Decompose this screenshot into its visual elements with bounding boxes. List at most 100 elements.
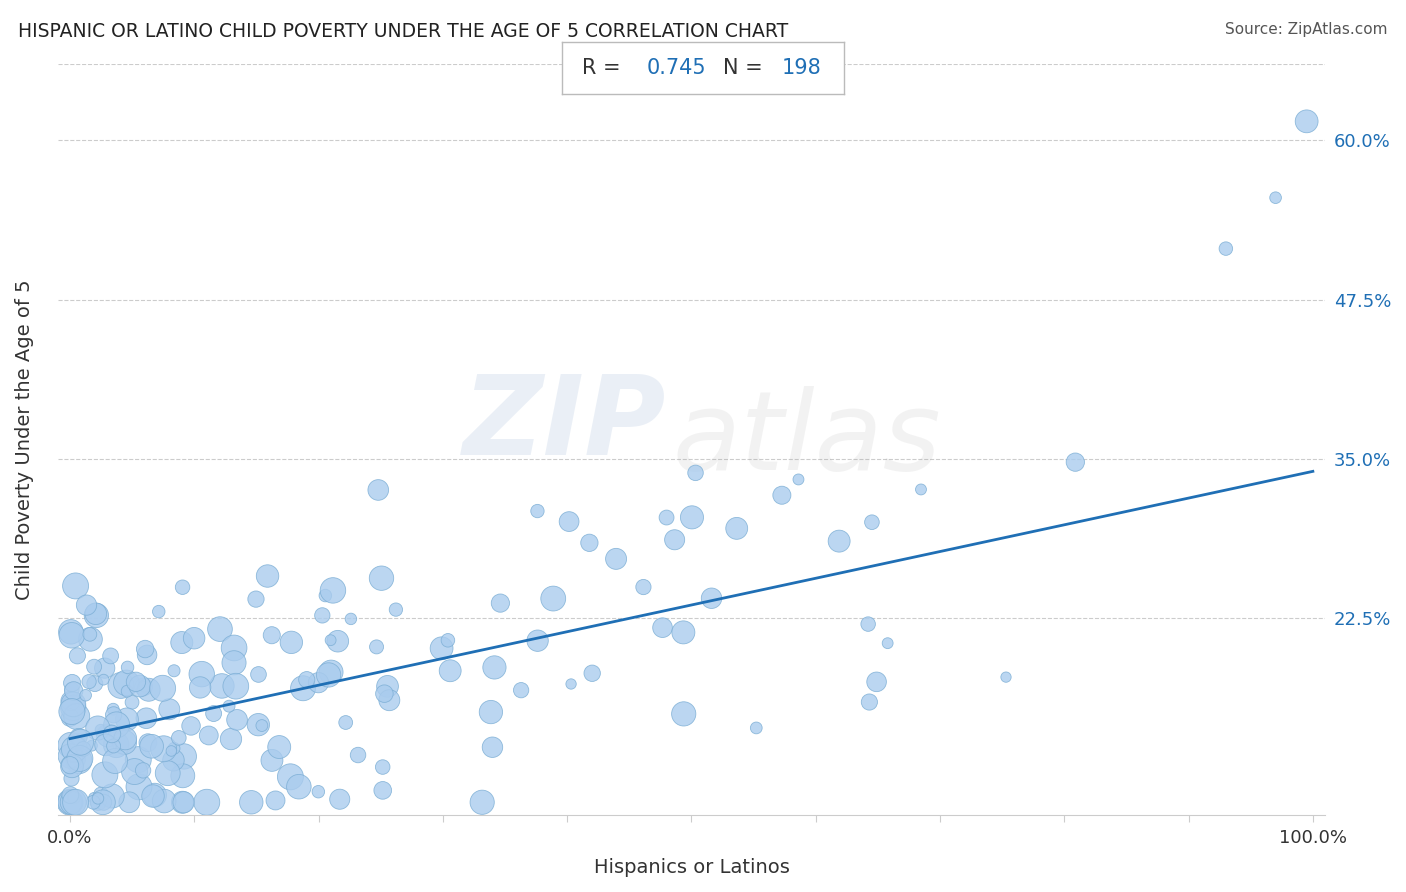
Point [247,667,270,681]
Point [526,633,548,648]
Point [134,642,156,657]
Point [222,640,245,655]
Point [84,607,107,621]
Point [269,739,291,754]
Point [66,734,89,748]
Point [59,795,82,809]
Point [219,732,242,747]
Point [172,580,194,594]
Point [132,764,155,778]
Point [60,772,83,786]
Point [256,569,278,583]
Point [208,622,231,636]
Point [117,660,139,674]
Point [115,676,138,690]
Point [655,510,678,524]
Point [127,753,149,767]
Point [314,589,336,603]
Point [118,795,141,809]
Point [93,673,115,687]
Point [245,592,267,607]
Point [65,795,87,809]
Point [681,510,703,524]
Text: R =: R = [582,58,627,78]
Point [79,632,101,647]
Point [484,660,506,674]
Point [828,534,851,549]
Point [385,602,408,616]
Point [59,739,82,753]
Text: N =: N = [723,58,769,78]
Point [121,695,143,709]
Point [430,641,453,656]
Point [115,684,138,698]
Point [225,679,247,693]
Point [72,742,94,756]
Point [114,731,136,746]
Point [319,665,342,679]
Point [60,628,83,642]
Point [65,752,87,766]
Point [94,768,117,782]
Point [132,680,155,694]
Point [148,605,170,619]
Point [59,788,82,802]
Point [128,679,150,693]
Point [247,717,270,731]
Point [377,679,399,693]
Point [340,612,363,626]
Point [124,764,146,779]
Point [59,758,82,772]
Point [128,780,150,794]
Point [672,706,695,721]
Point [162,753,184,767]
Point [60,759,83,773]
Point [860,515,883,529]
Point [69,735,91,749]
Point [367,483,389,497]
Point [876,636,898,650]
Point [76,598,98,612]
Point [62,795,84,809]
Point [141,739,163,754]
Point [260,753,283,767]
Point [87,721,110,735]
Point [370,571,392,585]
Point [197,729,219,743]
Point [83,791,105,805]
Point [910,483,932,497]
Point [378,693,401,707]
Point [125,674,148,689]
Point [79,627,101,641]
Point [100,648,122,663]
Point [167,731,190,745]
Point [560,677,582,691]
Point [260,628,283,642]
Point [82,795,104,809]
Point [700,591,723,606]
Point [541,591,564,606]
Point [153,794,176,808]
Point [136,648,159,662]
Point [160,744,183,758]
Point [59,694,82,708]
Point [114,735,136,749]
Point [67,730,90,744]
Point [190,667,212,681]
Point [59,710,82,724]
Point [1295,114,1317,128]
Point [163,664,186,678]
Point [326,634,349,648]
Point [60,676,83,690]
Point [135,711,157,725]
Point [105,738,128,752]
Point [295,673,318,687]
Text: ZIP: ZIP [463,371,666,478]
Point [280,635,302,649]
Point [180,719,202,733]
Text: 0.745: 0.745 [647,58,706,78]
Point [87,795,110,809]
Point [479,705,502,719]
Point [437,633,460,648]
Point [163,741,186,756]
